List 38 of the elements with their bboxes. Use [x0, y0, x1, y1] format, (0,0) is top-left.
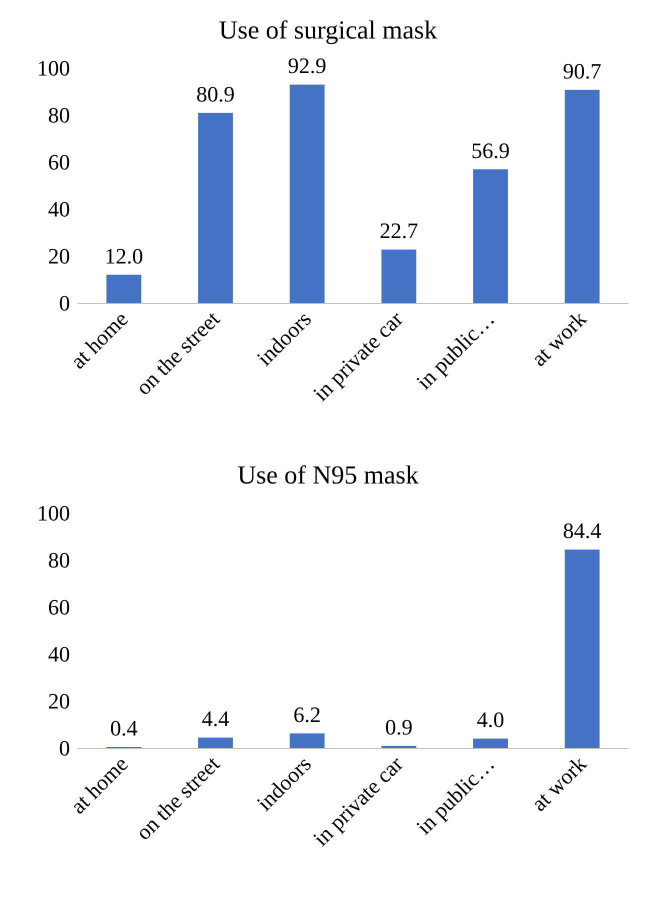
bar: [564, 90, 600, 303]
y-tick-label: 80: [48, 102, 70, 128]
data-label: 4.4: [202, 706, 230, 732]
data-label: 0.9: [385, 714, 413, 740]
data-label: 6.2: [293, 702, 321, 727]
y-tick-label: 20: [48, 244, 70, 268]
data-label: 22.7: [380, 218, 418, 244]
y-tick-label: 20: [48, 688, 70, 714]
bar: [473, 169, 508, 303]
y-tick-label: 60: [48, 150, 70, 174]
bar: [564, 550, 600, 748]
y-tick-label: 0: [59, 290, 70, 316]
data-label: 80.9: [196, 81, 235, 106]
data-label: 92.9: [288, 53, 326, 78]
y-tick-label: 0: [59, 736, 70, 760]
data-label: 12.0: [104, 243, 144, 268]
data-label: 0.4: [110, 716, 138, 741]
data-label: 84.4: [562, 518, 602, 544]
data-label: 56.9: [471, 138, 510, 163]
x-tick-label: at work: [526, 751, 592, 816]
bar: [381, 250, 416, 303]
y-tick-label: 100: [37, 56, 70, 80]
bar: [106, 274, 142, 303]
bar: [290, 733, 325, 748]
y-tick-label: 40: [48, 642, 70, 666]
y-tick-label: 100: [37, 500, 70, 526]
y-tick-label: 60: [48, 594, 70, 620]
bar: [290, 84, 325, 303]
y-tick-label: 80: [48, 548, 70, 572]
y-tick-label: 40: [48, 196, 70, 222]
x-tick-label: at work: [526, 306, 592, 371]
bar: [198, 738, 233, 748]
data-label: 4.0: [476, 707, 504, 732]
chart-title: Use of surgical mask: [218, 16, 438, 44]
bar: [473, 738, 508, 748]
data-label: 90.7: [562, 58, 602, 84]
chart-title: Use of N95 mask: [237, 460, 419, 490]
bar: [198, 112, 233, 303]
